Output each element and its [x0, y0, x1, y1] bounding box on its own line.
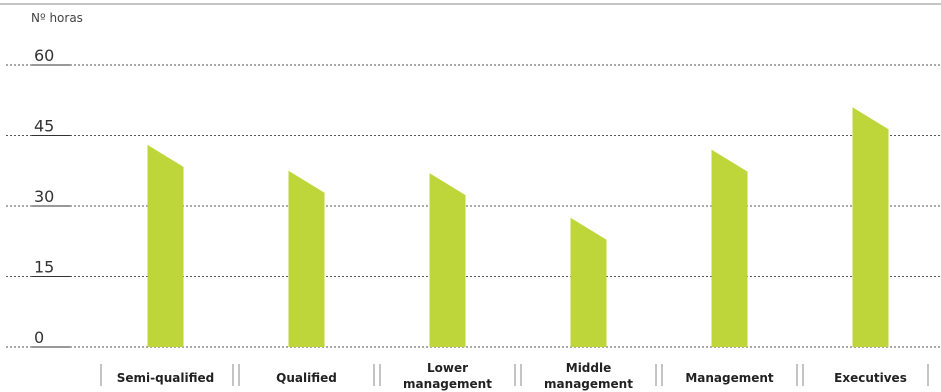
y-tick-label: 45	[34, 117, 54, 136]
gridlines	[6, 64, 941, 348]
x-tick-label: Qualified	[276, 371, 337, 385]
y-tick-label: 60	[34, 46, 54, 65]
x-tick-label: Lower management	[403, 361, 492, 391]
bar	[570, 217, 607, 347]
x-tick-label: Middle management	[544, 361, 633, 391]
bar	[852, 107, 889, 347]
x-tick-label: Management	[685, 371, 774, 385]
y-axis-ticks: 60 45 30 15 0	[32, 46, 70, 348]
bars	[147, 107, 889, 347]
bar	[147, 144, 184, 347]
bar	[429, 173, 466, 347]
x-axis: Semi-qualified Qualified Lower management Mi…	[100, 361, 929, 391]
x-tick-label: Semi-qualified	[117, 371, 214, 385]
y-axis-label: Nº horas	[31, 11, 83, 25]
y-tick-label: 0	[34, 328, 44, 347]
x-tick-label: Executives	[834, 371, 907, 385]
bar	[288, 170, 325, 347]
y-tick-label: 15	[34, 258, 54, 277]
y-tick-label: 30	[34, 187, 54, 206]
bar	[711, 149, 748, 347]
